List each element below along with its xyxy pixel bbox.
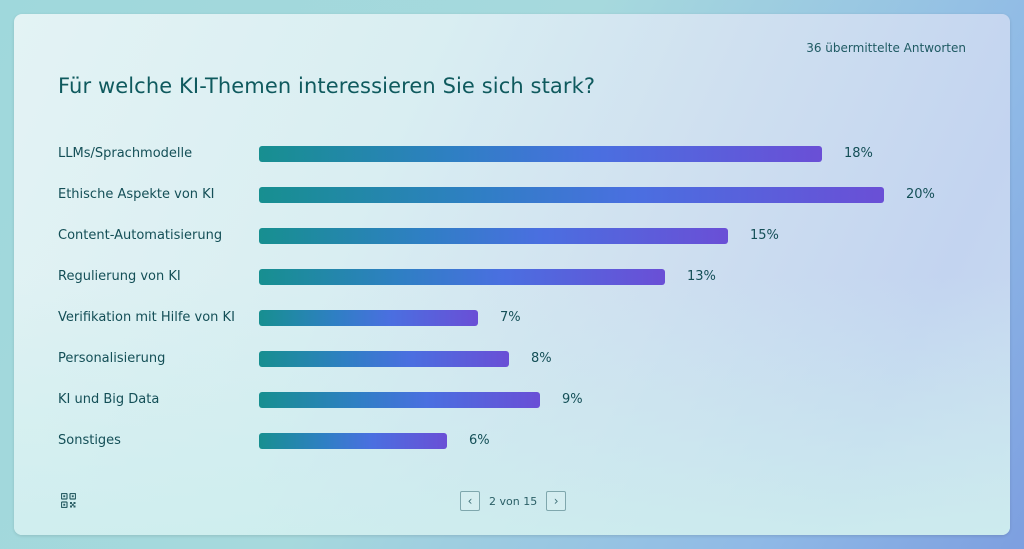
bar: [259, 146, 822, 162]
pagination: ‹ 2 von 15 ›: [460, 490, 567, 512]
bar-chart: LLMs/Sprachmodelle 18% Ethische Aspekte vo…: [14, 14, 1010, 535]
previous-page-button[interactable]: ‹: [460, 491, 480, 511]
chevron-right-icon: ›: [553, 494, 559, 508]
category-label: Content-Automatisierung: [58, 228, 223, 243]
value-label: 6%: [469, 433, 490, 448]
category-label: Personalisierung: [58, 351, 166, 366]
category-label: KI und Big Data: [58, 392, 160, 407]
results-card: 36 übermittelte Antworten Für welche KI-…: [14, 14, 1010, 535]
next-page-button[interactable]: ›: [546, 491, 567, 511]
bar: [259, 228, 728, 244]
value-label: 15%: [750, 228, 779, 243]
value-label: 7%: [500, 310, 521, 325]
value-label: 20%: [906, 187, 935, 202]
value-label: 13%: [687, 269, 716, 284]
page-indicator: 2 von 15: [489, 494, 538, 508]
bar: [259, 187, 884, 203]
qr-code-icon[interactable]: [61, 493, 76, 508]
category-label: Regulierung von KI: [58, 269, 181, 284]
bar: [259, 392, 540, 408]
category-label: LLMs/Sprachmodelle: [58, 146, 193, 161]
response-count: 36 übermittelte Antworten: [806, 41, 966, 55]
value-label: 9%: [562, 392, 583, 407]
value-label: 18%: [844, 146, 873, 161]
bar: [259, 433, 447, 449]
question-title: Für welche KI-Themen interessieren Sie s…: [58, 74, 596, 98]
bar: [259, 310, 478, 326]
value-label: 8%: [531, 351, 552, 366]
chevron-left-icon: ‹: [467, 494, 473, 508]
bar: [259, 351, 509, 367]
category-label: Verifikation mit Hilfe von KI: [58, 310, 235, 325]
category-label: Ethische Aspekte von KI: [58, 187, 215, 202]
bar: [259, 269, 665, 285]
category-label: Sonstiges: [58, 433, 121, 448]
